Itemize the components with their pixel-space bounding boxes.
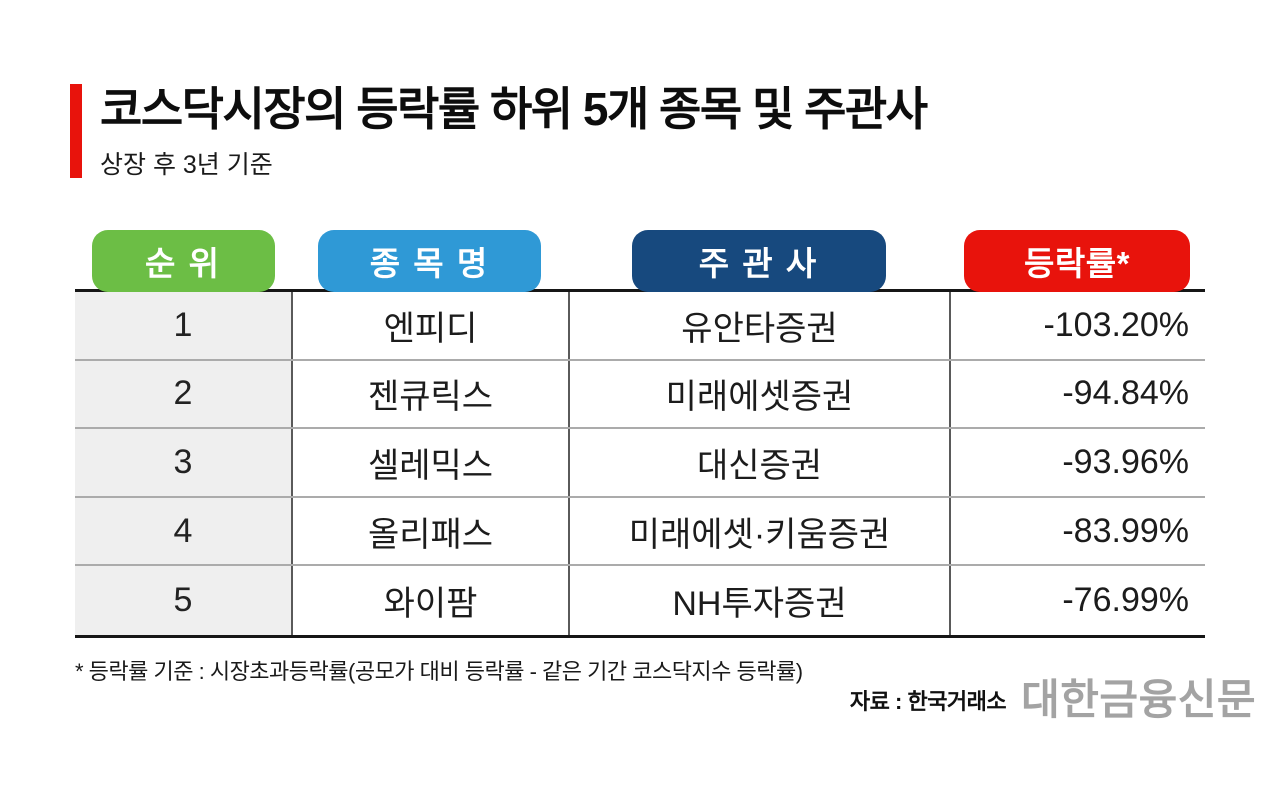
title-block: 코스닥시장의 등락률 하위 5개 종목 및 주관사 상장 후 3년 기준 — [70, 83, 928, 181]
title-accent-bar — [70, 84, 82, 178]
rank-cell: 1 — [75, 292, 291, 359]
source-row: 자료 : 한국거래소 대한금융신문 — [850, 678, 1256, 722]
change-rate-cell: -103.20% — [949, 292, 1205, 359]
column-header-rank: 순 위 — [91, 230, 275, 292]
table-header-row: 순 위 종 목 명 주 관 사 등락률* — [75, 228, 1205, 292]
underwriter-cell: 유안타증권 — [568, 292, 949, 359]
rank-cell: 2 — [75, 360, 291, 428]
header-cell-stock: 종 목 명 — [291, 228, 568, 292]
page-subtitle: 상장 후 3년 기준 — [100, 150, 273, 179]
table-row: 5 와이팜 NH투자증권 -76.99% — [75, 566, 1205, 635]
table-row: 3 셀레믹스 대신증권 -93.96% — [75, 429, 1205, 498]
underwriter-cell: 미래에셋·키움증권 — [568, 497, 949, 565]
header-cell-change: 등락률* — [949, 228, 1205, 292]
column-header-underwriter: 주 관 사 — [631, 230, 886, 292]
header-cell-underwriter: 주 관 사 — [568, 228, 949, 292]
table-row: 2 젠큐릭스 미래에셋증권 -94.84% — [75, 360, 1205, 430]
stock-name-cell: 엔피디 — [291, 292, 568, 359]
underwriter-cell: 대신증권 — [568, 429, 949, 496]
rank-cell: 4 — [75, 497, 291, 565]
stock-name-cell: 젠큐릭스 — [291, 360, 568, 428]
column-header-stock: 종 목 명 — [318, 230, 541, 292]
data-source: 자료 : 한국거래소 — [849, 689, 1007, 714]
underwriter-cell: NH투자증권 — [568, 566, 949, 635]
change-rate-cell: -83.99% — [949, 497, 1205, 565]
data-table: 1 엔피디 유안타증권 -103.20% 2 젠큐릭스 미래에셋증권 -94.8… — [75, 289, 1205, 638]
change-rate-cell: -76.99% — [949, 566, 1205, 635]
table-row: 4 올리패스 미래에셋·키움증권 -83.99% — [75, 497, 1205, 567]
stock-name-cell: 셀레믹스 — [291, 429, 568, 496]
stock-name-cell: 와이팜 — [291, 566, 568, 635]
table-row: 1 엔피디 유안타증권 -103.20% — [75, 292, 1205, 361]
change-rate-cell: -93.96% — [949, 429, 1205, 496]
page-title: 코스닥시장의 등락률 하위 5개 종목 및 주관사 — [100, 83, 928, 135]
underwriter-cell: 미래에셋증권 — [568, 360, 949, 428]
publisher-logo: 대한금융신문 — [1021, 676, 1256, 723]
column-header-change-rate: 등락률* — [964, 230, 1190, 292]
stock-name-cell: 올리패스 — [291, 497, 568, 565]
rank-cell: 5 — [75, 566, 291, 635]
rank-cell: 3 — [75, 429, 291, 496]
header-cell-rank: 순 위 — [75, 228, 291, 292]
change-rate-cell: -94.84% — [949, 360, 1205, 428]
footnote: * 등락률 기준 : 시장초과등락률(공모가 대비 등락률 - 같은 기간 코스… — [75, 659, 803, 684]
